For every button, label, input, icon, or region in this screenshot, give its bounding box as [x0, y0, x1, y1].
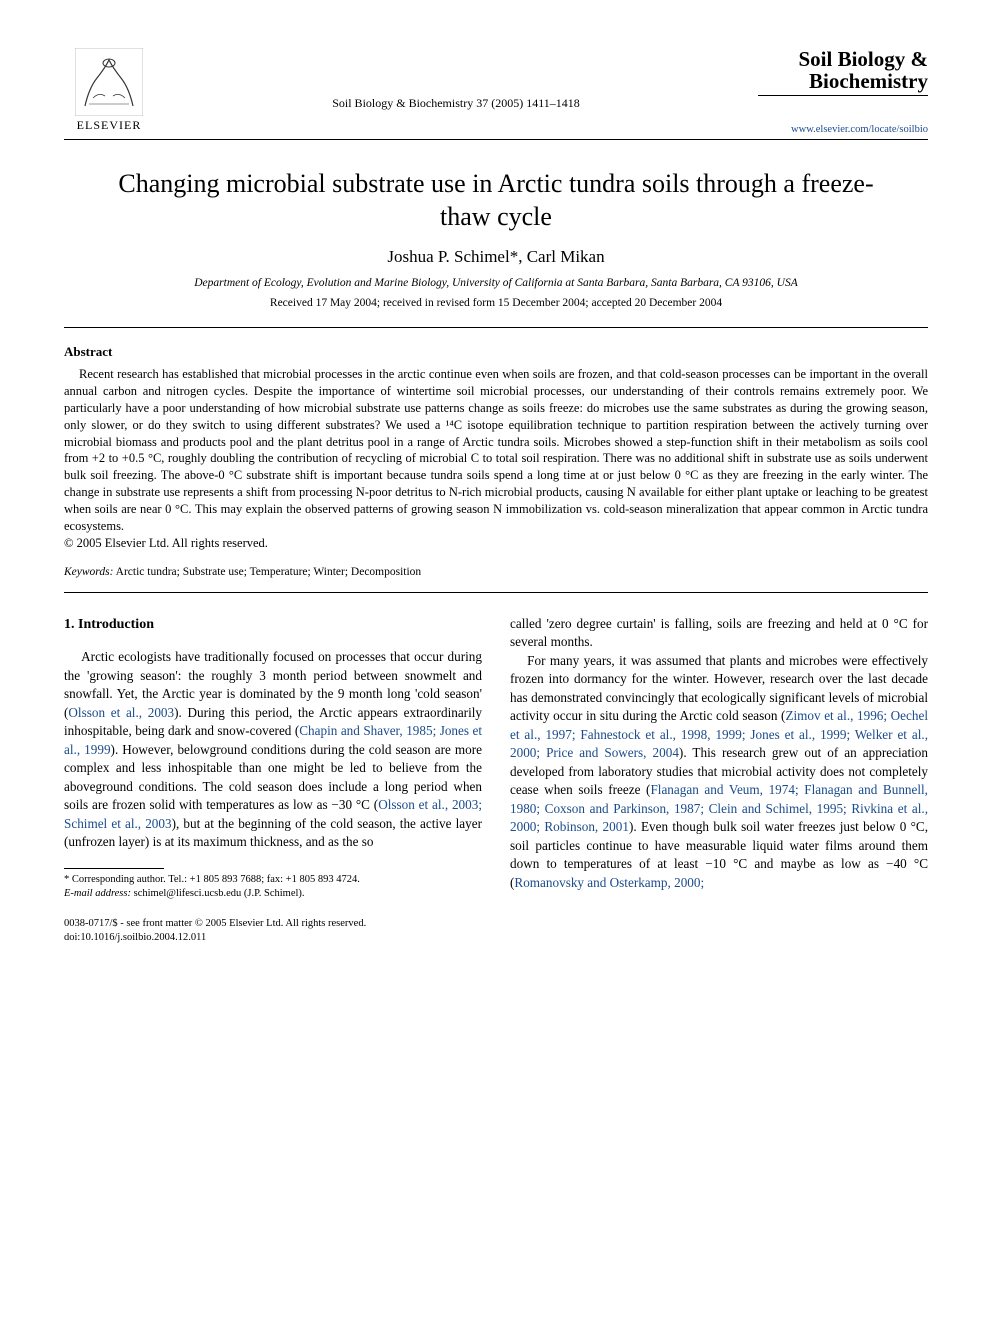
journal-rule — [758, 95, 928, 96]
elsevier-logo — [75, 48, 143, 116]
keywords-label: Keywords: — [64, 566, 113, 578]
ref-romanovsky[interactable]: Romanovsky and Osterkamp, 2000; — [514, 875, 704, 890]
citation-line: Soil Biology & Biochemistry 37 (2005) 14… — [154, 48, 758, 111]
ref-olsson[interactable]: Olsson et al., 2003 — [68, 705, 174, 720]
article-title: Changing microbial substrate use in Arct… — [104, 168, 888, 233]
keywords: Keywords: Arctic tundra; Substrate use; … — [64, 566, 928, 578]
doi-line: doi:10.1016/j.soilbio.2004.12.011 — [64, 931, 482, 945]
intro-para-right-1: called 'zero degree curtain' is falling,… — [510, 615, 928, 652]
publisher-name: ELSEVIER — [77, 118, 142, 133]
journal-url[interactable]: www.elsevier.com/locate/soilbio — [758, 124, 928, 135]
authors: Joshua P. Schimel*, Carl Mikan — [64, 247, 928, 267]
email-label: E-mail address: — [64, 888, 131, 899]
corresponding-author: * Corresponding author. Tel.: +1 805 893… — [64, 873, 482, 887]
intro-para-left: Arctic ecologists have traditionally foc… — [64, 648, 482, 851]
abstract-top-rule — [64, 327, 928, 328]
abstract-body: Recent research has established that mic… — [64, 366, 928, 535]
page-header: ELSEVIER Soil Biology & Biochemistry 37 … — [64, 48, 928, 135]
article-dates: Received 17 May 2004; received in revise… — [64, 297, 928, 309]
abstract-heading: Abstract — [64, 344, 928, 360]
intro-para-right-2: For many years, it was assumed that plan… — [510, 652, 928, 892]
front-matter-line: 0038-0717/$ - see front matter © 2005 El… — [64, 917, 482, 931]
author-email: E-mail address: schimel@lifesci.ucsb.edu… — [64, 887, 482, 901]
email-value: schimel@lifesci.ucsb.edu (J.P. Schimel). — [131, 888, 305, 899]
intro-heading: 1. Introduction — [64, 615, 482, 635]
header-rule — [64, 139, 928, 140]
affiliation: Department of Ecology, Evolution and Mar… — [64, 277, 928, 289]
journal-block: Soil Biology & Biochemistry www.elsevier… — [758, 48, 928, 135]
keywords-text: Arctic tundra; Substrate use; Temperatur… — [113, 566, 421, 578]
left-column: 1. Introduction Arctic ecologists have t… — [64, 615, 482, 945]
abstract-copyright: © 2005 Elsevier Ltd. All rights reserved… — [64, 535, 928, 552]
body-columns: 1. Introduction Arctic ecologists have t… — [64, 615, 928, 945]
journal-title-2: Biochemistry — [758, 70, 928, 92]
journal-title-1: Soil Biology & — [758, 48, 928, 70]
right-column: called 'zero degree curtain' is falling,… — [510, 615, 928, 945]
footnote-separator — [64, 868, 164, 869]
abstract-bottom-rule — [64, 592, 928, 593]
publisher-block: ELSEVIER — [64, 48, 154, 133]
